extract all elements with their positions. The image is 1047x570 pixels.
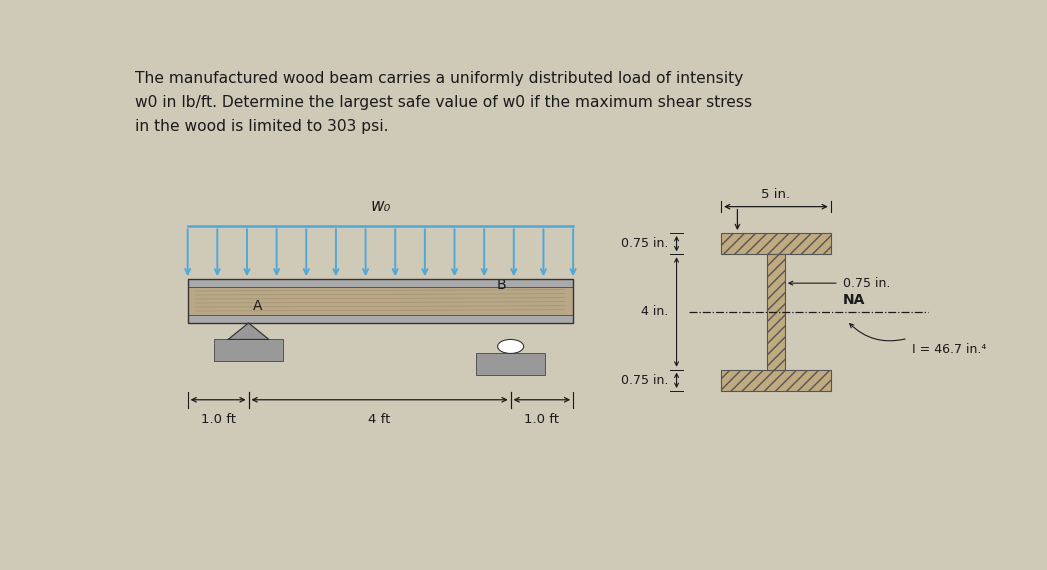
Text: I = 46.7 in.⁴: I = 46.7 in.⁴ xyxy=(912,343,986,356)
Bar xyxy=(187,315,573,323)
Bar xyxy=(721,370,830,391)
Bar xyxy=(187,287,573,315)
Polygon shape xyxy=(228,323,269,339)
Text: 0.75 in.: 0.75 in. xyxy=(621,374,668,387)
Text: 5 in.: 5 in. xyxy=(761,189,790,201)
Text: 1.0 ft: 1.0 ft xyxy=(525,413,559,426)
Bar xyxy=(721,233,830,254)
Text: B: B xyxy=(497,278,507,292)
Bar xyxy=(214,339,283,361)
Text: NA: NA xyxy=(843,293,865,307)
Text: w₀: w₀ xyxy=(371,197,391,215)
Text: 4 ft: 4 ft xyxy=(369,413,391,426)
Bar xyxy=(767,254,785,370)
Text: 0.75 in.: 0.75 in. xyxy=(843,276,890,290)
Text: 0.75 in.: 0.75 in. xyxy=(621,237,668,250)
Circle shape xyxy=(497,339,524,353)
Bar xyxy=(187,279,573,323)
Text: w0 in lb/ft. Determine the largest safe value of w0 if the maximum shear stress: w0 in lb/ft. Determine the largest safe … xyxy=(135,95,752,110)
Bar xyxy=(187,279,573,287)
Text: in the wood is limited to 303 psi.: in the wood is limited to 303 psi. xyxy=(135,119,388,134)
Text: A: A xyxy=(252,299,262,314)
Text: 4 in.: 4 in. xyxy=(641,306,668,319)
Bar xyxy=(476,353,545,376)
Text: 1.0 ft: 1.0 ft xyxy=(201,413,236,426)
Text: The manufactured wood beam carries a uniformly distributed load of intensity: The manufactured wood beam carries a uni… xyxy=(135,71,743,85)
